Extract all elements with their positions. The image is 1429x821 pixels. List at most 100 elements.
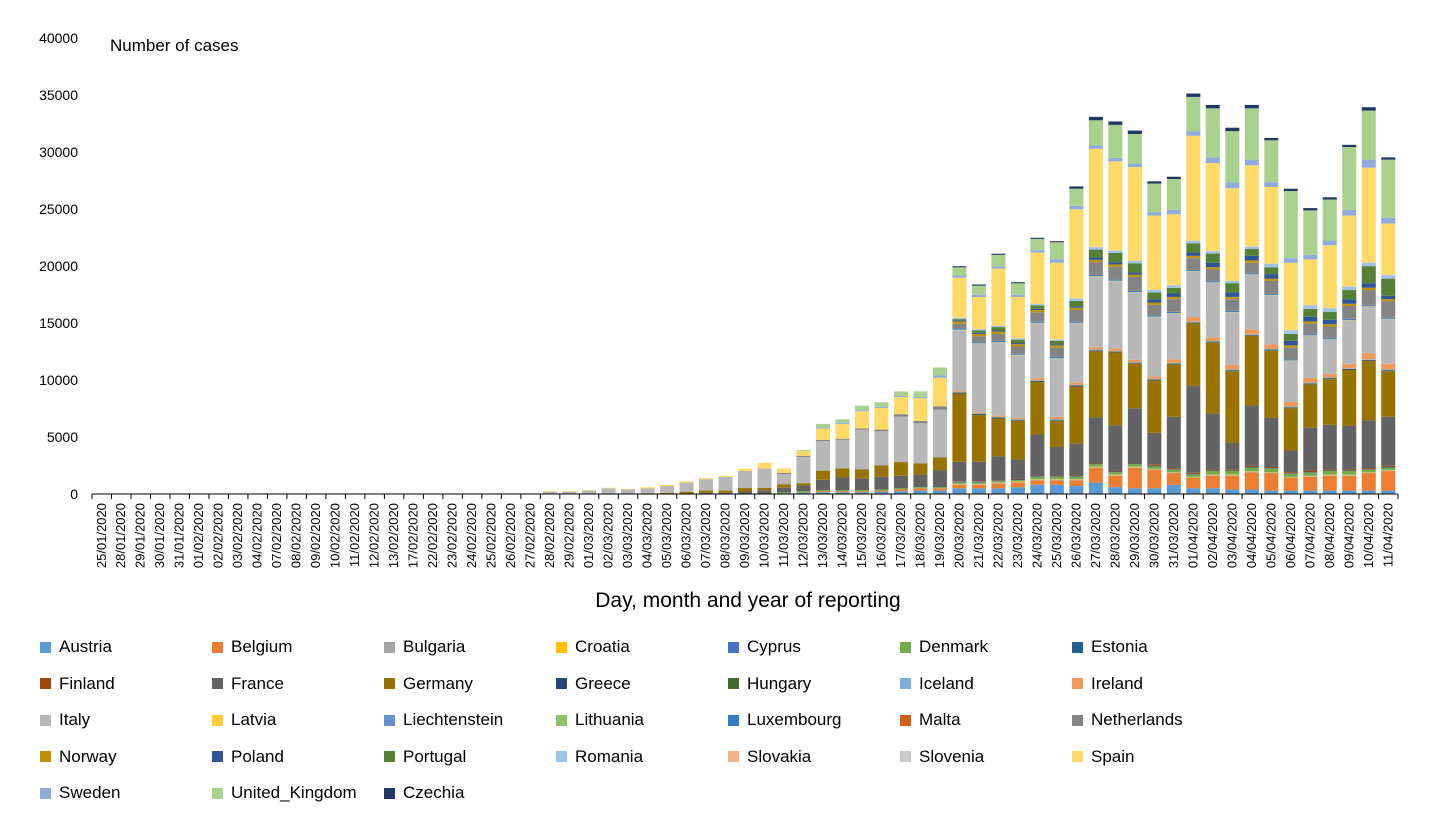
legend-item: Liechtenstein [384,709,503,731]
bar-segment-germany [991,418,1006,457]
bar-segment-norway [1303,321,1318,324]
bar-segment-spain [952,277,967,318]
bar-segment-austria [1127,488,1142,494]
bar-segment-iceland [1264,348,1279,350]
bar-segment-france [1361,420,1376,469]
bar-segment-luxembourg [1303,334,1318,336]
bar-segment-finland [1283,472,1298,474]
bar-segment-italy [757,468,772,488]
bar-segment-germany [893,462,908,476]
bar-segment-germany [757,487,772,491]
legend-swatch [556,641,567,653]
bar-segment-denmark [854,490,869,492]
x-tick-label: 28/01/2020 [113,503,128,568]
legend-swatch [728,751,739,762]
bar-segment-poland [1205,262,1220,268]
bar-segment-italy [776,474,791,485]
bar-segment-sweden [1283,258,1298,263]
legend-item: Latvia [212,709,276,731]
bar-segment-belgium [835,491,850,493]
bar-segment-greece [1361,360,1376,361]
bar-segment-denmark [1381,467,1396,470]
bar-segment-belgium [1381,471,1396,491]
legend-item: Germany [384,673,473,695]
bar-segment-netherlands [1166,299,1181,312]
bar-segment-spain [621,488,636,490]
bar-segment-poland [1283,340,1298,346]
bar-segment-finland [971,481,986,482]
bar-segment-germany [660,492,675,494]
bar-segment-germany [1069,386,1084,444]
legend-label: Cyprus [747,637,801,656]
x-tick-label: 17/03/2020 [893,503,908,568]
bar-segment-estonia [1010,479,1025,481]
bar-segment-spain [874,407,889,430]
x-tick-label: 23/03/2020 [1010,503,1025,568]
legend-label: Germany [403,673,473,693]
x-tick-label: 31/01/2020 [172,503,187,568]
bar-segment-ireland [1244,329,1259,335]
legend-item: Finland [40,673,115,695]
bar-segment-belgium [1322,475,1337,491]
bar-segment-denmark [1108,472,1123,475]
bar-segment-poland [1010,343,1025,345]
bar-segment-luxembourg [991,341,1006,343]
x-tick-label: 01/03/2020 [581,503,596,568]
bar-segment-portugal [1127,263,1142,273]
legend-label: Hungary [747,673,812,693]
bar-segment-romania [1361,262,1376,267]
bar-segment-netherlands [1342,306,1357,319]
bar-segment-czechia [1244,104,1259,109]
bar-segment-france [1205,413,1220,470]
bar-segment-spain [1205,163,1220,251]
bar-segment-austria [1381,490,1396,494]
bar-segment-united-kingdom [1166,179,1181,210]
x-tick-label: 25/03/2020 [1049,503,1064,568]
legend-label: Slovakia [747,746,812,766]
bar-segment-austria [1108,487,1123,494]
bar-segment-belgium [971,484,986,489]
bar-segment-bulgaria [1244,471,1259,473]
bar-segment-spain [718,475,733,477]
x-tick-label: 01/02/2020 [191,503,206,568]
bar-segment-hungary [1342,368,1357,370]
bar-segment-finland [1069,475,1084,477]
bar-segment-netherlands [1127,276,1142,291]
bar-segment-netherlands [1030,312,1045,322]
bar-segment-denmark [1069,476,1084,479]
bar-segment-netherlands [1303,323,1318,334]
legend-swatch [556,714,567,726]
bar-segment-luxembourg [1244,273,1259,275]
bar-segment-belgium [1225,475,1240,490]
bar-segment-germany [737,488,753,492]
bar-segment-germany [1283,408,1298,451]
bar-segment-hungary [971,413,986,415]
bar-segment-denmark [815,490,830,492]
bar-segment-czechia [1127,130,1142,134]
bar-segment-ireland [952,390,967,392]
bar-segment-germany [1049,420,1064,448]
bar-segment-bulgaria [1225,475,1240,476]
bar-segment-germany [952,393,967,462]
bar-segment-france [893,475,908,489]
bar-segment-belgium [1127,467,1142,489]
bar-segment-united-kingdom [1264,140,1279,183]
bar-segment-italy [1127,292,1142,360]
bar-segment-belgium [1108,475,1123,488]
legend-item: Iceland [900,673,974,695]
bar-segment-germany [679,491,694,494]
bar-segment-hungary [1186,322,1201,323]
legend-item: Bulgaria [384,636,465,658]
bar-segment-portugal [1069,300,1084,307]
bar-segment-norway [952,321,967,324]
bar-segment-netherlands [1147,304,1162,316]
x-tick-label: 30/03/2020 [1146,503,1161,568]
bar-segment-italy [1244,274,1259,330]
bar-segment-poland [1381,295,1396,300]
bar-segment-united-kingdom [1186,96,1201,132]
bar-segment-poland [1186,252,1201,256]
bar-segment-spain [796,451,811,456]
legend-item: Spain [1072,746,1134,768]
legend-label: Estonia [1091,637,1148,656]
bar-segment-denmark [1303,472,1318,476]
